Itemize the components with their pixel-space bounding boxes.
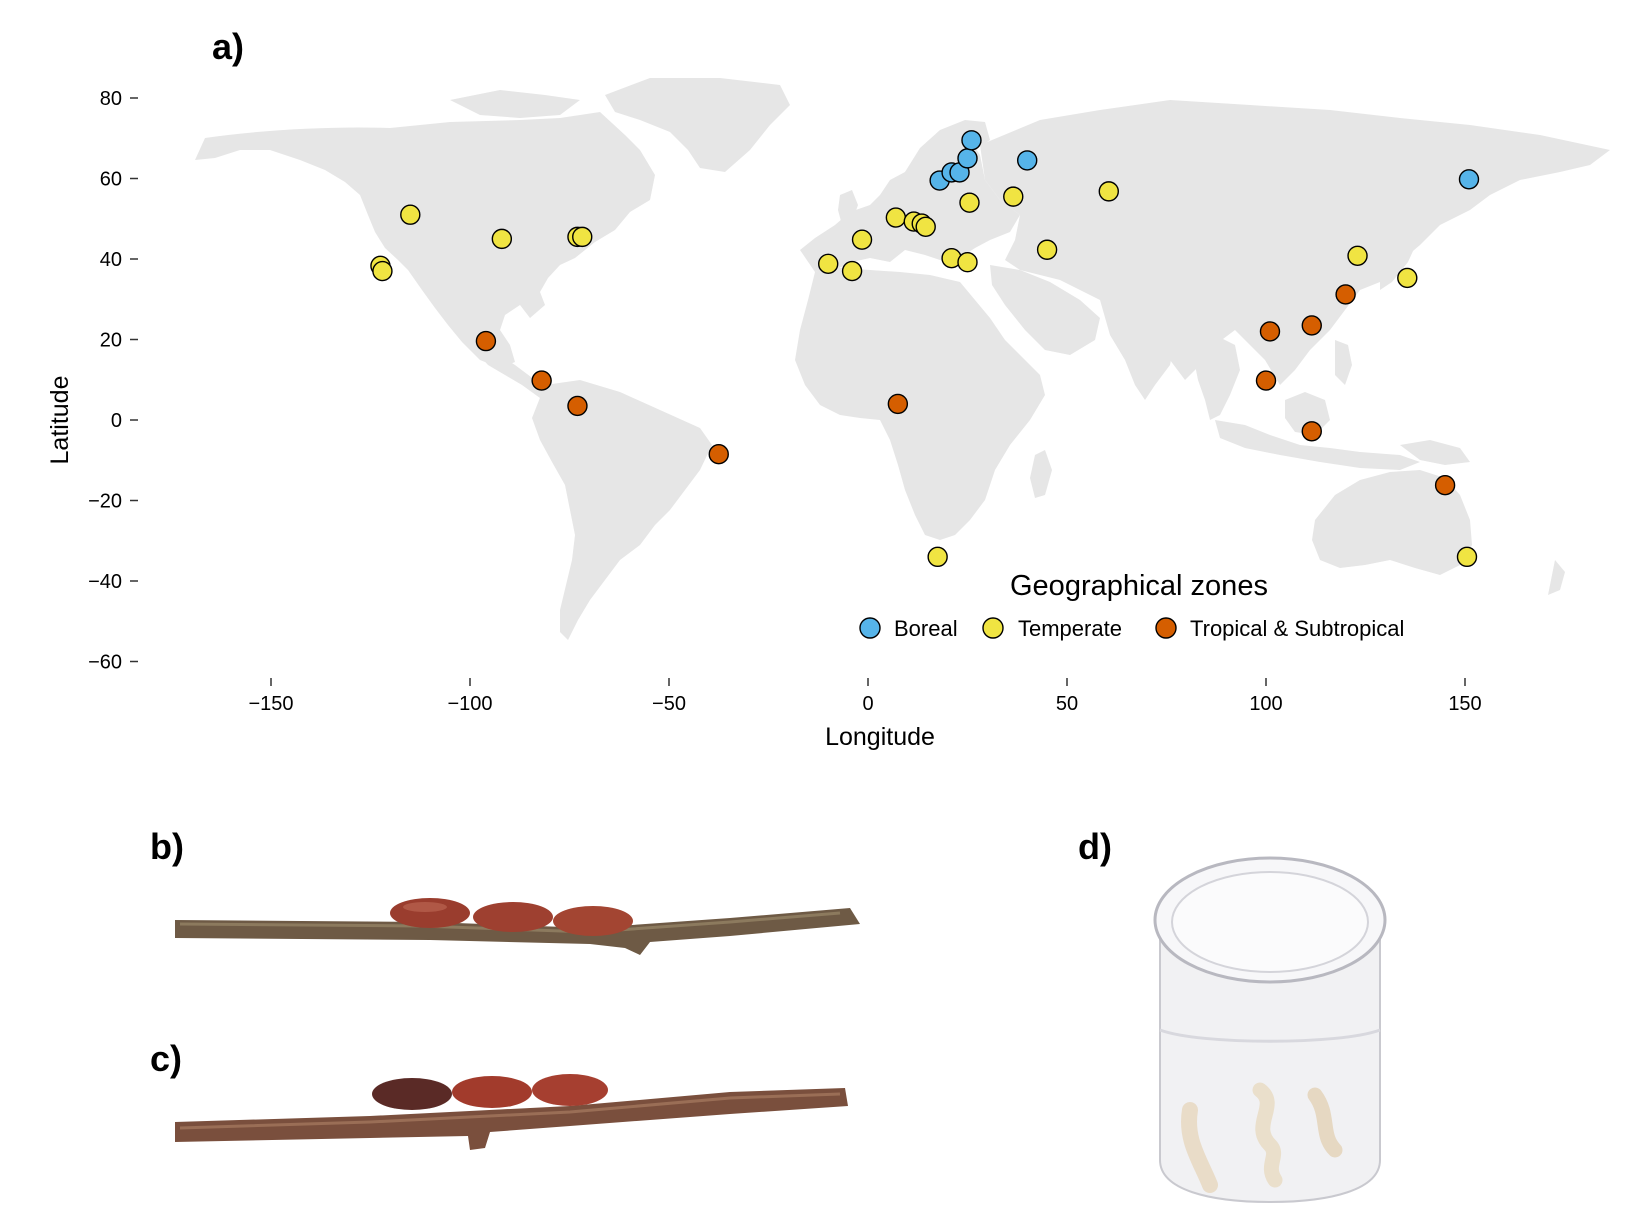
point-boreal xyxy=(1458,169,1480,190)
y-tick-label: 20 xyxy=(100,330,122,352)
y-tick-label: 0 xyxy=(111,410,122,432)
puparium-b-2 xyxy=(473,902,553,932)
puparium-b-sheen xyxy=(403,902,447,912)
puparium-c-1 xyxy=(372,1078,452,1110)
world-landmass xyxy=(195,78,1610,640)
point-tropical-subtropical xyxy=(1301,315,1322,336)
branch-c-highlight xyxy=(179,1092,841,1130)
puparium-c-3 xyxy=(532,1074,608,1106)
puparium-c-2 xyxy=(452,1076,532,1108)
x-axis-title: Longitude xyxy=(825,723,935,751)
legend-swatch-boreal xyxy=(859,617,881,639)
photo-vial-d xyxy=(1153,856,1387,1204)
point-temperate xyxy=(572,226,593,248)
point-temperate xyxy=(1003,186,1024,207)
x-tick-label: 0 xyxy=(862,693,873,715)
point-temperate xyxy=(1036,239,1058,260)
point-temperate xyxy=(885,207,907,228)
point-temperate xyxy=(1098,181,1119,202)
legend-swatch-tropical xyxy=(1155,617,1177,639)
y-tick-label: 40 xyxy=(100,249,122,271)
x-tick-label: −50 xyxy=(652,693,686,715)
y-axis: 80 60 40 20 0 −20 −40 −60 xyxy=(88,88,138,674)
landmass-arabia xyxy=(990,265,1100,355)
point-tropical-subtropical xyxy=(887,393,909,415)
photo-branch-c xyxy=(175,1074,848,1150)
larva-1 xyxy=(1181,1102,1218,1193)
landmass-philippines xyxy=(1335,340,1352,385)
legend-label-boreal: Boreal xyxy=(894,616,958,641)
point-tropical-subtropical xyxy=(567,395,588,417)
point-temperate xyxy=(818,253,839,275)
point-temperate xyxy=(841,260,863,282)
landmass-australia xyxy=(1312,470,1472,575)
point-temperate xyxy=(491,228,513,250)
panel-label-b: b) xyxy=(150,826,184,867)
x-tick-label: 150 xyxy=(1448,693,1481,715)
landmass-new-zealand xyxy=(1548,560,1565,595)
legend-label-temperate: Temperate xyxy=(1018,616,1122,641)
point-temperate xyxy=(1397,267,1418,289)
point-temperate xyxy=(1456,546,1478,568)
y-tick-label: −20 xyxy=(88,491,122,513)
puparium-b-3 xyxy=(553,906,633,936)
x-tick-label: 100 xyxy=(1249,693,1282,715)
point-tropical-subtropical xyxy=(708,444,729,465)
larva-2 xyxy=(1252,1082,1283,1188)
point-tropical-subtropical xyxy=(1335,284,1356,305)
point-tropical-subtropical xyxy=(475,330,497,352)
landmass-japan xyxy=(1380,225,1418,290)
vial-rim-inner xyxy=(1171,871,1369,973)
x-axis: −150 −100 −50 0 50 100 150 xyxy=(248,678,1482,715)
landmass-africa xyxy=(795,268,1045,540)
landmass-uk xyxy=(838,190,858,225)
point-boreal xyxy=(961,130,982,151)
legend-title: Geographical zones xyxy=(1010,570,1268,602)
point-tropical-subtropical xyxy=(1301,421,1322,442)
larva-3 xyxy=(1307,1087,1343,1158)
point-tropical-subtropical xyxy=(1255,370,1277,391)
photo-branch-b xyxy=(175,898,860,955)
point-tropical-subtropical xyxy=(1259,321,1281,342)
point-temperate xyxy=(1347,245,1368,266)
y-tick-label: −60 xyxy=(88,652,122,674)
point-temperate xyxy=(372,260,393,282)
landmass-indonesia xyxy=(1215,420,1420,470)
landmass-south-america xyxy=(532,380,712,640)
point-temperate xyxy=(851,229,873,250)
point-temperate xyxy=(959,192,980,213)
y-tick-label: 60 xyxy=(100,169,122,191)
landmass-new-guinea xyxy=(1400,440,1470,465)
panel-label-c: c) xyxy=(150,1038,183,1079)
landmass-greenland xyxy=(605,78,790,172)
y-axis-title: Latitude xyxy=(46,376,74,465)
y-tick-label: −40 xyxy=(88,571,122,593)
point-boreal xyxy=(1016,150,1038,171)
landmass-arctic-islands xyxy=(450,90,580,118)
panel-label-d: d) xyxy=(1078,826,1112,867)
landmass-madagascar xyxy=(1030,450,1052,498)
x-tick-label: 50 xyxy=(1056,693,1078,715)
legend-swatch-temperate xyxy=(982,617,1004,639)
panel-label-a: a) xyxy=(212,26,245,67)
x-tick-label: −100 xyxy=(447,693,492,715)
point-tropical-subtropical xyxy=(1434,475,1456,496)
point-tropical-subtropical xyxy=(531,370,552,391)
landmass-southeast-asia xyxy=(1190,335,1240,420)
point-boreal xyxy=(957,148,978,169)
point-temperate xyxy=(927,546,948,568)
point-temperate xyxy=(400,204,421,225)
vial-band xyxy=(1159,1028,1381,1043)
legend-label-tropical: Tropical & Subtropical xyxy=(1190,616,1404,641)
point-temperate xyxy=(957,252,978,273)
point-temperate xyxy=(915,216,936,238)
x-tick-label: −150 xyxy=(248,693,293,715)
landmass-india xyxy=(1100,300,1175,400)
y-tick-label: 80 xyxy=(100,88,122,110)
legend: Geographical zones Boreal Temperate Trop… xyxy=(859,570,1404,641)
data-points xyxy=(370,130,1480,568)
landmass-central-america xyxy=(470,345,548,398)
landmass-north-america xyxy=(195,112,655,368)
